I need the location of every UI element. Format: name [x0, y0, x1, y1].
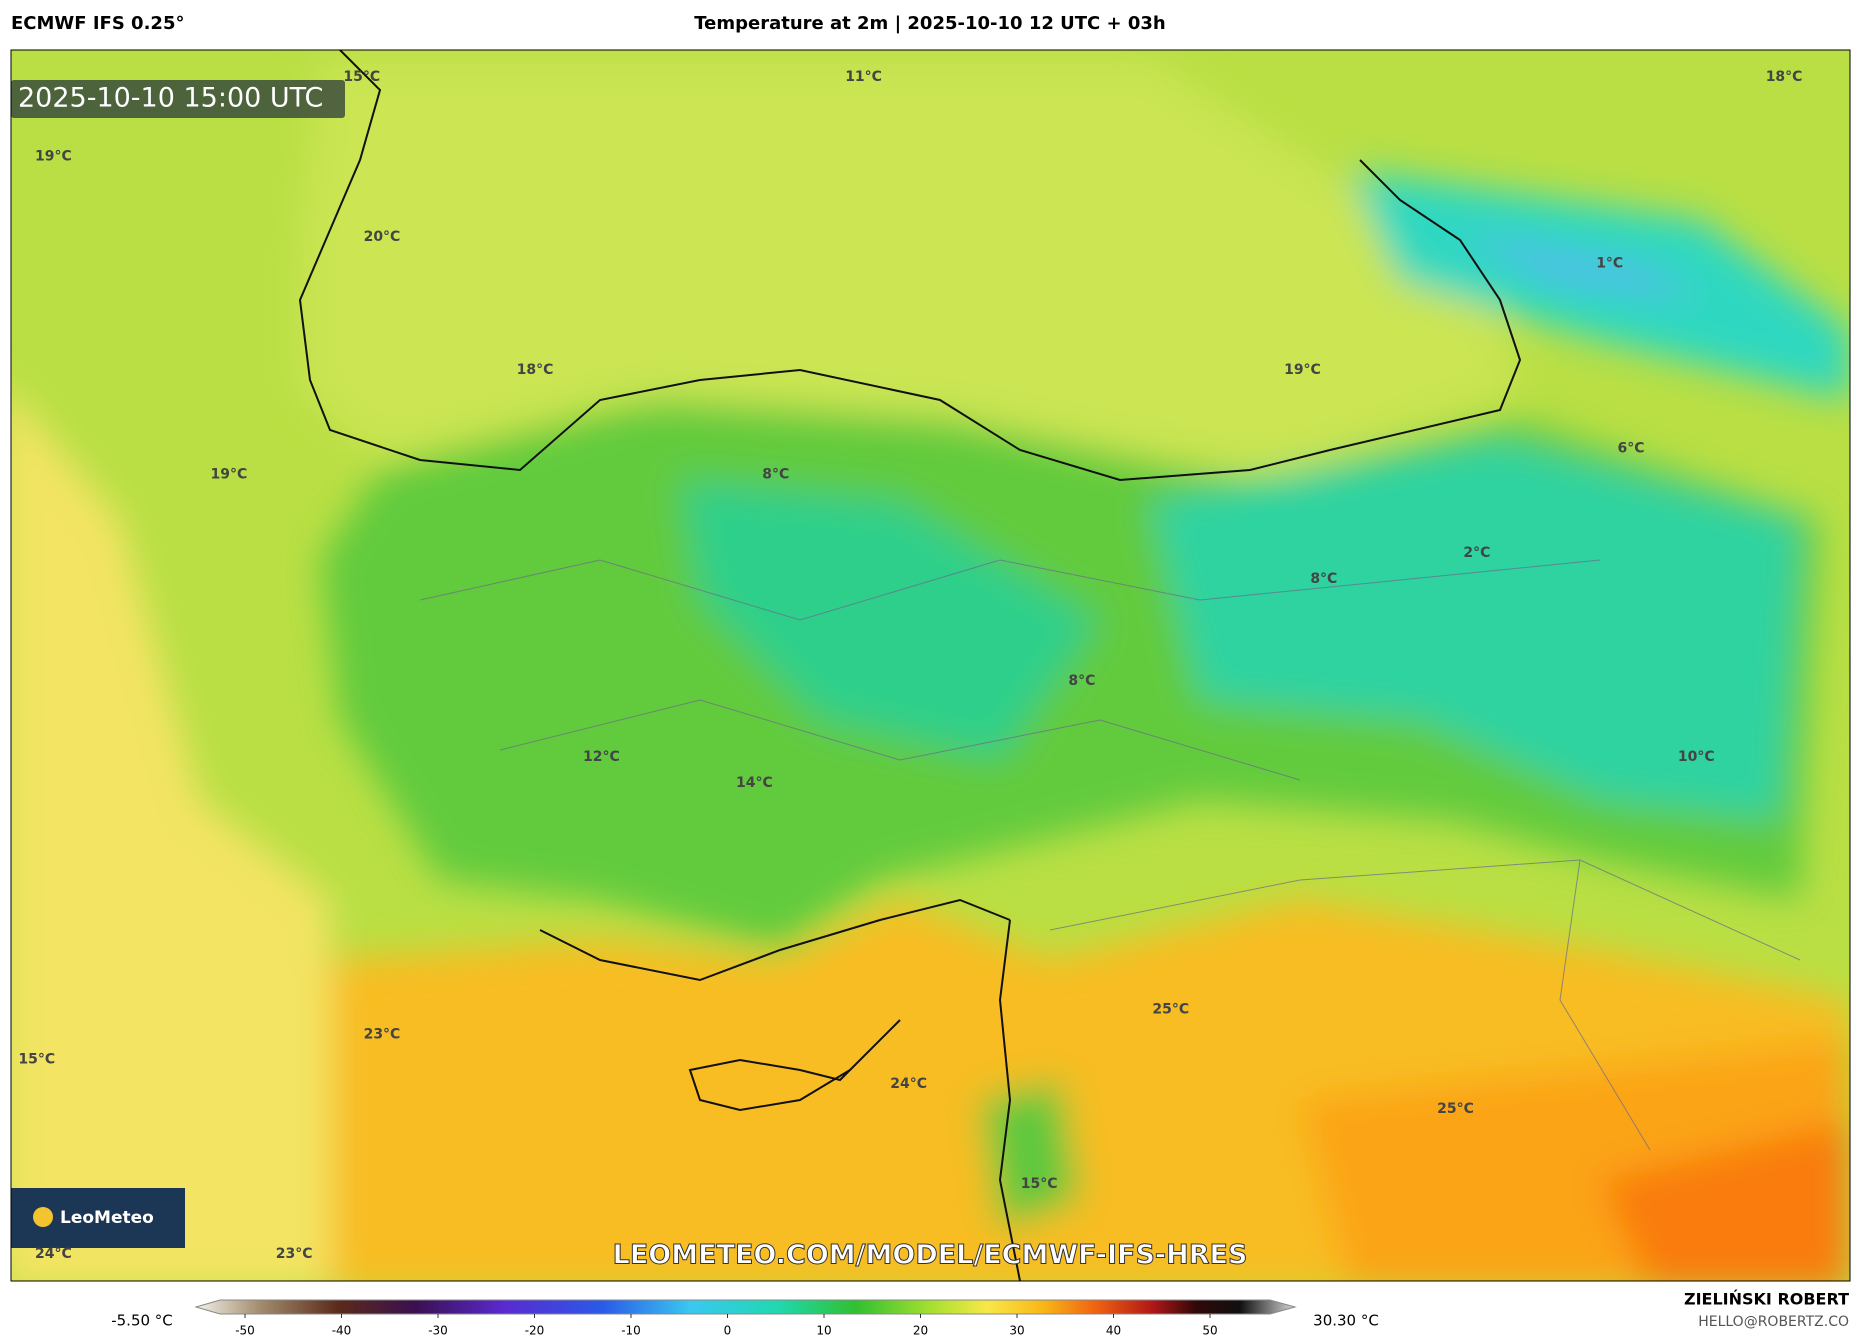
colorbar-tick-label: -20 [525, 1324, 545, 1338]
colorbar-tick-label: 20 [913, 1324, 928, 1338]
colorbar-tick-label: -10 [621, 1324, 641, 1338]
temperature-label: 20°C [364, 229, 401, 245]
temperature-label: 1°C [1596, 255, 1623, 271]
colorbar-max: 30.30 °C [1313, 1312, 1379, 1330]
colorbar [194, 1299, 1297, 1315]
author: ZIELIŃSKI ROBERT [1684, 1290, 1849, 1309]
temperature-label: 12°C [583, 749, 620, 765]
temperature-label: 19°C [1284, 362, 1321, 378]
watermark: LEOMETEO.COM/MODEL/ECMWF-IFS-HRES [613, 1240, 1248, 1271]
colorbar-tick-label: 10 [816, 1324, 831, 1338]
temperature-label: 24°C [35, 1246, 72, 1262]
timestamp: 2025-10-10 15:00 UTC [18, 83, 323, 114]
colorbar-tick-label: 50 [1202, 1324, 1217, 1338]
logo-sun [33, 1207, 53, 1227]
colorbar-tick-label: -40 [332, 1324, 352, 1338]
colorbar-min: -5.50 °C [111, 1312, 173, 1330]
map-labels: 15°C 11°C 18°C 19°C 20°C 1°C 18°C 19°C 6°C 19°C 8°… [18, 69, 1802, 1262]
temperature-label: 23°C [276, 1246, 313, 1262]
colorbar-tick-label: -30 [428, 1324, 448, 1338]
temperature-label: 2°C [1463, 545, 1490, 561]
coastlines [298, 50, 1522, 1281]
temperature-label: 8°C [1068, 673, 1095, 689]
temperature-label: 25°C [1437, 1101, 1474, 1117]
temperature-label: 15°C [343, 69, 380, 85]
map: 2025-10-10 15:00 UTC LeoMeteo LEOMETEO.C… [11, 50, 1850, 1281]
colorbar-ticks: -50 -40 -30 -20 -10 0 10 20 30 40 50 [235, 1314, 1218, 1338]
temperature-label: 24°C [890, 1076, 927, 1092]
temperature-label: 15°C [18, 1051, 55, 1067]
temperature-label: 15°C [1021, 1176, 1058, 1192]
temperature-label: 19°C [211, 466, 248, 482]
borders [419, 559, 1801, 1151]
temperature-label: 18°C [517, 362, 554, 378]
temperature-label: 8°C [762, 466, 789, 482]
colorbar-tick-label: -50 [235, 1324, 255, 1338]
temperature-label: 18°C [1766, 69, 1803, 85]
colorbar-tick-label: 0 [724, 1324, 732, 1338]
temperature-label: 11°C [845, 69, 882, 85]
title: Temperature at 2m | 2025-10-10 12 UTC + … [694, 13, 1165, 34]
temperature-label: 23°C [364, 1026, 401, 1042]
temperature-label: 19°C [35, 149, 72, 165]
temperature-label: 6°C [1618, 440, 1645, 456]
temperature-label: 25°C [1152, 1001, 1189, 1017]
temperature-label: 8°C [1310, 571, 1337, 587]
timestamp-box [11, 80, 345, 118]
temperature-label: 10°C [1678, 749, 1715, 765]
temperature-field [11, 60, 1850, 1281]
temperature-label: 14°C [736, 775, 773, 791]
model-name: ECMWF IFS 0.25° [11, 13, 184, 34]
map-frame [10, 49, 1851, 1282]
colorbar-tick-label: 40 [1106, 1324, 1121, 1338]
logo: LeoMeteo [60, 1208, 154, 1228]
email: HELLO@ROBERTZ.CO [1698, 1314, 1849, 1330]
colorbar-tick-label: 30 [1009, 1324, 1024, 1338]
